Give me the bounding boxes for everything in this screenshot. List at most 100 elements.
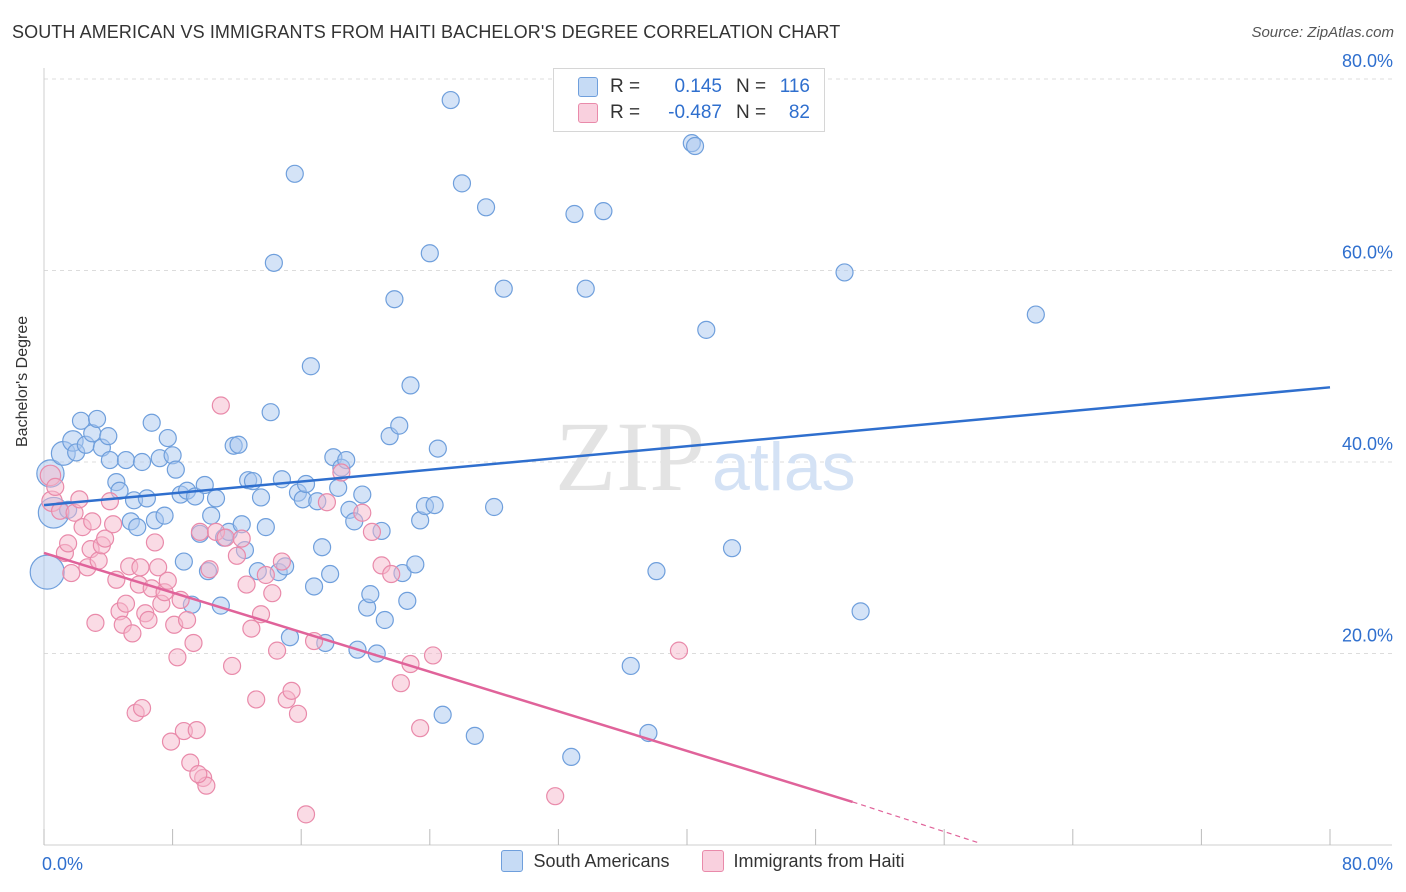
south-american-point: [428, 439, 447, 458]
haiti-point: [546, 787, 565, 806]
haiti-point: [353, 503, 372, 522]
haiti-point: [132, 698, 152, 718]
r-value: 0.145: [674, 76, 722, 97]
haiti-point: [232, 529, 251, 548]
haiti-point: [139, 610, 158, 630]
south-american-point: [851, 602, 870, 621]
south-american-point: [465, 726, 484, 745]
chart-title: SOUTH AMERICAN VS IMMIGRANTS FROM HAITI …: [12, 22, 841, 42]
n-value: 82: [788, 102, 810, 123]
haiti-point: [211, 396, 230, 415]
south-american-point: [485, 497, 504, 517]
haiti-point: [669, 641, 689, 660]
haiti-point: [237, 575, 256, 594]
legend-label: South Americans: [533, 850, 670, 871]
haiti-trend-line: [43, 551, 853, 804]
south-american-point: [301, 357, 320, 376]
y-tick-label: 80.0%: [1342, 51, 1393, 71]
haiti-point: [168, 648, 187, 667]
tick-labels: 20.0% 40.0% 60.0% 80.0% 0.0% 80.0%: [42, 51, 1393, 874]
south-american-point: [476, 198, 496, 217]
haiti-point: [222, 656, 242, 676]
south-american-point: [375, 610, 394, 630]
south-american-point: [594, 202, 613, 221]
haiti-point: [282, 681, 301, 700]
south-american-point: [29, 554, 65, 590]
watermark-atlas: atlas: [712, 429, 856, 505]
south-american-point: [441, 90, 460, 110]
haiti-point: [391, 674, 410, 693]
south-american-point: [621, 656, 640, 676]
south-american-point: [272, 470, 292, 489]
south-american-point: [158, 428, 177, 448]
south-american-point: [697, 320, 716, 339]
south-american-point: [87, 409, 107, 429]
pink-swatch: [701, 850, 724, 872]
axes: [43, 68, 1392, 846]
haiti-point: [216, 528, 235, 547]
haiti-point: [95, 529, 115, 548]
r-label: R =: [610, 76, 641, 97]
haiti-point: [116, 594, 136, 613]
south-american-point: [132, 452, 152, 472]
r-value: -0.487: [668, 102, 722, 123]
haiti-point: [62, 563, 81, 583]
south-american-point: [251, 488, 271, 507]
legend-row-south-americans: R = 0.145 N = 116: [578, 74, 810, 100]
haiti-point: [247, 690, 266, 709]
south-american-point: [722, 539, 742, 558]
haiti-point: [267, 641, 287, 660]
haiti-points: [39, 396, 689, 824]
haiti-point: [89, 551, 108, 570]
r-label: R =: [610, 102, 641, 123]
south-american-point: [562, 747, 581, 767]
south-american-point: [99, 427, 118, 446]
legend-row-haiti: R = -0.487 N = 82: [578, 100, 810, 126]
south-american-point: [100, 450, 120, 470]
south-american-point: [155, 506, 174, 525]
south-american-point: [398, 591, 417, 610]
south-american-point: [835, 263, 854, 282]
south-american-point: [401, 376, 420, 395]
pink-swatch: [578, 103, 598, 123]
haiti-point: [382, 564, 401, 584]
legend-item-south-americans[interactable]: South Americans: [501, 850, 670, 872]
legend-item-haiti[interactable]: Immigrants from Haiti: [701, 850, 905, 872]
south-american-point: [565, 204, 584, 224]
south-american-point: [116, 450, 136, 470]
south-american-point: [647, 562, 666, 581]
haiti-point: [70, 490, 89, 509]
south-american-point: [256, 518, 275, 537]
south-american-point: [385, 290, 404, 309]
haiti-point: [317, 493, 337, 512]
south-american-point: [229, 435, 248, 454]
haiti-point: [242, 619, 261, 638]
correlation-legend: R = 0.145 N = 116 R = -0.487 N = 82: [553, 68, 825, 132]
legend-label: Immigrants from Haiti: [733, 850, 905, 871]
south-american-point: [304, 577, 324, 596]
haiti-point: [187, 720, 206, 740]
x-tick-label: 0.0%: [42, 854, 83, 874]
haiti-point: [189, 765, 208, 784]
haiti-point: [123, 624, 142, 643]
n-label: N =: [736, 102, 767, 123]
haiti-point: [46, 477, 65, 496]
watermark: ZIP atlas: [555, 401, 856, 512]
haiti-point: [158, 571, 177, 590]
haiti-point: [256, 565, 275, 585]
y-axis-label: Bachelor's Degree: [14, 315, 31, 447]
south-american-point: [264, 253, 283, 272]
n-value: 116: [779, 76, 810, 97]
haiti-point: [200, 560, 219, 579]
source-label: Source: ZipAtlas.com: [1251, 24, 1394, 41]
trend-lines: [43, 386, 1331, 844]
n-label: N =: [736, 76, 767, 97]
y-tick-label: 20.0%: [1342, 626, 1393, 646]
south-american-point: [1026, 305, 1045, 324]
south-americans-trend-line: [43, 386, 1331, 507]
south-american-point: [142, 413, 161, 432]
haiti-point: [362, 522, 382, 541]
haiti-point: [190, 522, 210, 541]
y-tick-label: 40.0%: [1342, 434, 1393, 454]
